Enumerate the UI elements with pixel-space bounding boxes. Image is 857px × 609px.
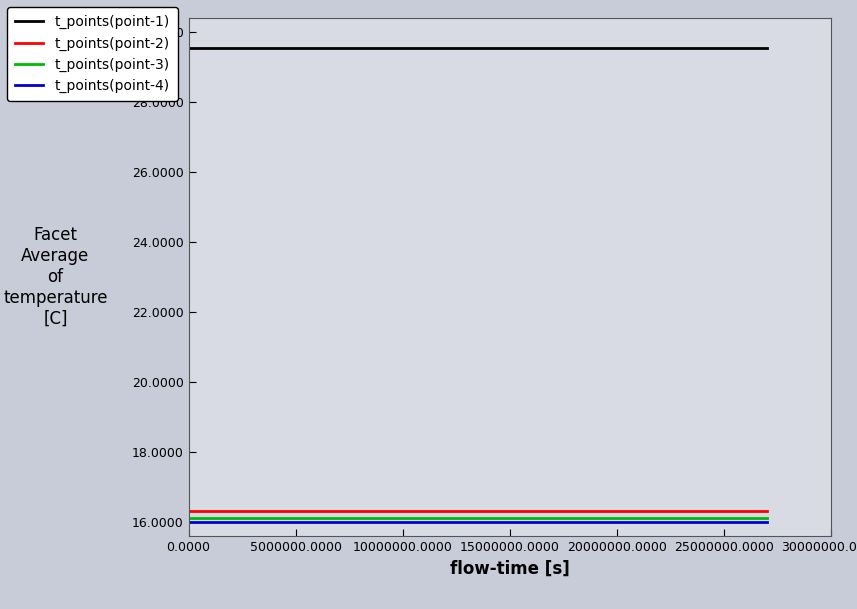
X-axis label: flow-time [s]: flow-time [s] bbox=[450, 559, 570, 577]
Y-axis label: Facet
Average
of
temperature
[C]: Facet Average of temperature [C] bbox=[3, 227, 108, 328]
Legend: t_points(point-1), t_points(point-2), t_points(point-3), t_points(point-4): t_points(point-1), t_points(point-2), t_… bbox=[7, 7, 177, 101]
